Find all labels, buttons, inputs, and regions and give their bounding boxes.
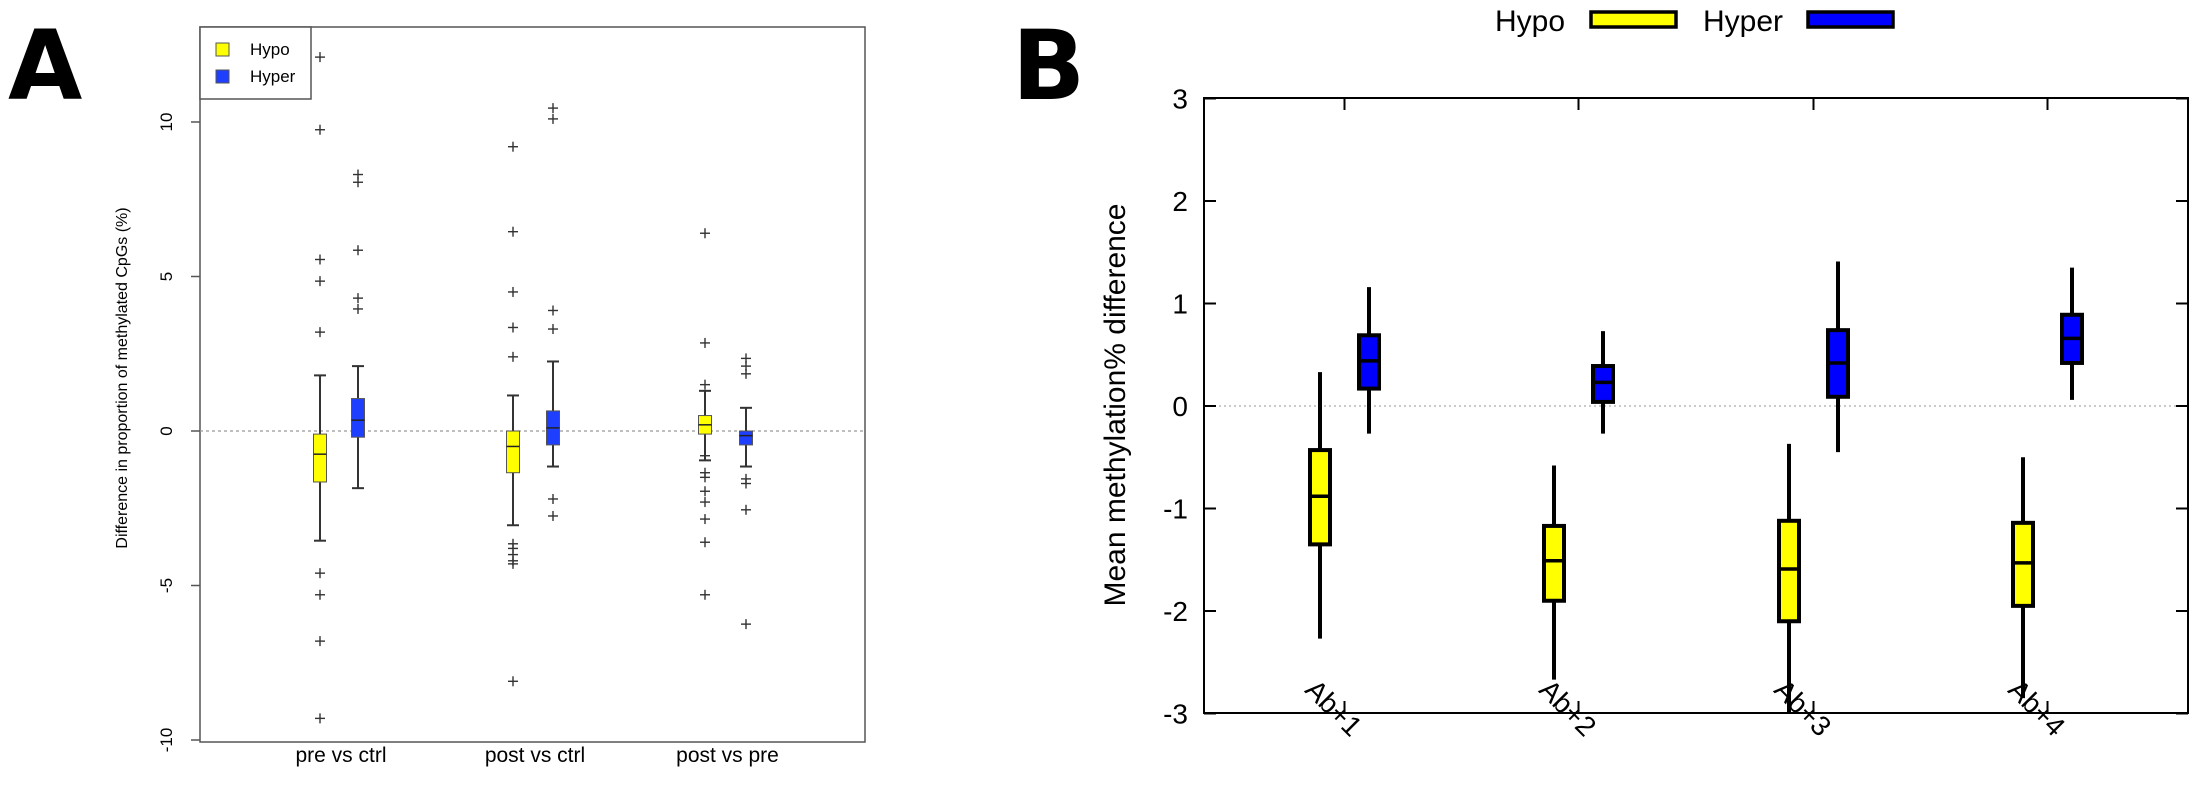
outlier-point — [315, 636, 325, 647]
outlier-point — [315, 568, 325, 579]
y-tick-label: 0 — [157, 426, 176, 435]
box — [351, 398, 365, 438]
legend-a: Hypo Hyper — [199, 26, 312, 100]
box — [506, 430, 520, 474]
outlier-point — [548, 324, 558, 335]
outlier-point — [700, 514, 710, 525]
outlier-point — [508, 141, 518, 152]
y-tick-label: -3 — [1163, 699, 1188, 730]
x-tick-label: pre vs ctrl — [295, 744, 386, 767]
y-axis-label: Difference in proportion of methylated C… — [114, 207, 131, 548]
legend-swatch — [1589, 10, 1678, 29]
legend-swatch — [215, 69, 230, 84]
outlier-point — [508, 558, 518, 569]
outlier-point — [700, 379, 710, 390]
y-axis-label: Mean methylation% difference — [1099, 203, 1132, 606]
outlier-point — [700, 228, 710, 239]
panel-a-letter: A — [8, 10, 83, 122]
y-tick-label: -1 — [1163, 494, 1188, 525]
box — [739, 430, 753, 446]
outlier-point — [508, 226, 518, 237]
outlier-point — [508, 676, 518, 687]
outlier-point — [353, 293, 363, 304]
y-tick-label: -2 — [1163, 596, 1188, 627]
outlier-point — [508, 351, 518, 362]
outlier-point — [315, 52, 325, 63]
outlier-point — [700, 450, 710, 461]
legend-box — [199, 26, 312, 100]
x-tick-label: Ab+4 — [2002, 674, 2071, 743]
outlier-point — [548, 510, 558, 521]
y-tick-label: -5 — [157, 578, 176, 593]
box — [313, 433, 327, 483]
x-tick-label: Ab+1 — [1299, 674, 1368, 743]
x-tick-label: Ab+2 — [1533, 674, 1602, 743]
y-tick-label: 2 — [1172, 186, 1188, 217]
panel-b-letter: B — [1012, 10, 1086, 122]
outlier-point — [315, 254, 325, 265]
legend-swatch — [1806, 10, 1895, 29]
x-tick-label: Ab+3 — [1768, 674, 1837, 743]
box — [1777, 518, 1801, 624]
legend-label: Hypo — [250, 40, 290, 59]
outlier-point — [700, 589, 710, 600]
outlier-point — [353, 303, 363, 314]
x-tick-label: post vs pre — [676, 744, 779, 767]
outlier-point — [700, 337, 710, 348]
outlier-point — [741, 504, 751, 515]
outlier-point — [548, 113, 558, 124]
outlier-point — [353, 245, 363, 256]
outlier-point — [548, 305, 558, 316]
outlier-point — [315, 327, 325, 338]
outlier-point — [315, 589, 325, 600]
outlier-point — [741, 368, 751, 379]
legend-swatch — [215, 42, 230, 57]
outlier-point — [315, 713, 325, 724]
outlier-point — [508, 286, 518, 297]
outlier-point — [315, 124, 325, 135]
outlier-point — [548, 493, 558, 504]
y-tick-label: 5 — [157, 272, 176, 281]
outlier-point — [700, 497, 710, 508]
outlier-point — [548, 103, 558, 114]
outlier-point — [700, 472, 710, 483]
outlier-point — [700, 537, 710, 548]
legend-b: Hypo Hyper — [1495, 5, 1895, 38]
legend-label: Hypo — [1495, 5, 1565, 38]
outlier-point — [741, 619, 751, 630]
y-tick-label: -10 — [157, 728, 176, 753]
y-tick-label: 10 — [157, 113, 176, 132]
outlier-point — [741, 478, 751, 489]
plot-frame — [199, 26, 866, 743]
legend-label: Hyper — [1703, 5, 1783, 38]
outlier-point — [353, 177, 363, 188]
x-tick-label: post vs ctrl — [485, 744, 585, 767]
y-tick-label: 1 — [1172, 289, 1188, 320]
y-tick-label: 0 — [1172, 391, 1188, 422]
box — [1542, 523, 1566, 603]
y-tick-label: 3 — [1172, 84, 1188, 115]
outlier-point — [700, 486, 710, 497]
outlier-point — [508, 322, 518, 333]
legend-label: Hyper — [250, 67, 296, 86]
outlier-point — [315, 276, 325, 287]
